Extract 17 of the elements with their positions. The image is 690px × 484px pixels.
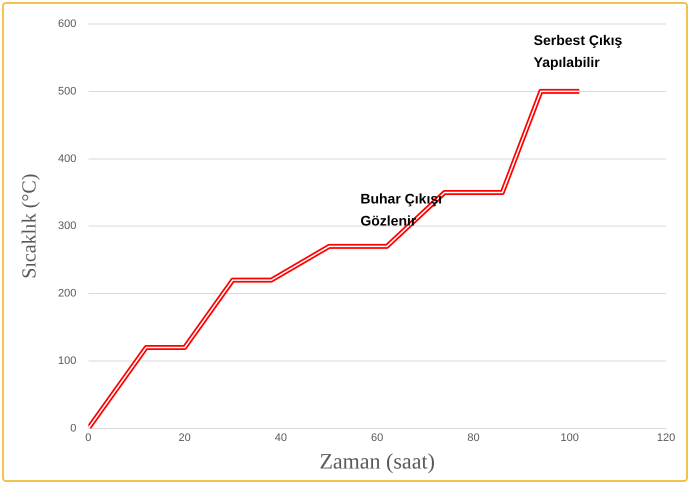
x-tick-label: 20 <box>178 432 191 444</box>
y-axis-title: Sıcaklık (°C) <box>18 174 40 279</box>
x-axis-title: Zaman (saat) <box>319 448 435 474</box>
x-tick-label: 60 <box>371 432 384 444</box>
y-tick-label: 300 <box>58 220 76 232</box>
x-tick-label: 80 <box>467 432 480 444</box>
y-tick-label: 400 <box>58 152 76 165</box>
x-tick-label: 40 <box>274 432 288 444</box>
x-tick-label: 0 <box>85 432 92 444</box>
y-tick-label: 500 <box>58 85 76 98</box>
x-tick-label: 120 <box>656 432 676 444</box>
y-tick-label: 600 <box>58 18 76 30</box>
y-tick-label: 200 <box>58 288 76 300</box>
x-tick-label: 100 <box>560 432 579 444</box>
y-tick-label: 0 <box>70 422 76 434</box>
y-tick-label: 100 <box>58 355 76 368</box>
annotation: Serbest Çıkış Yapılabilir <box>534 32 623 70</box>
